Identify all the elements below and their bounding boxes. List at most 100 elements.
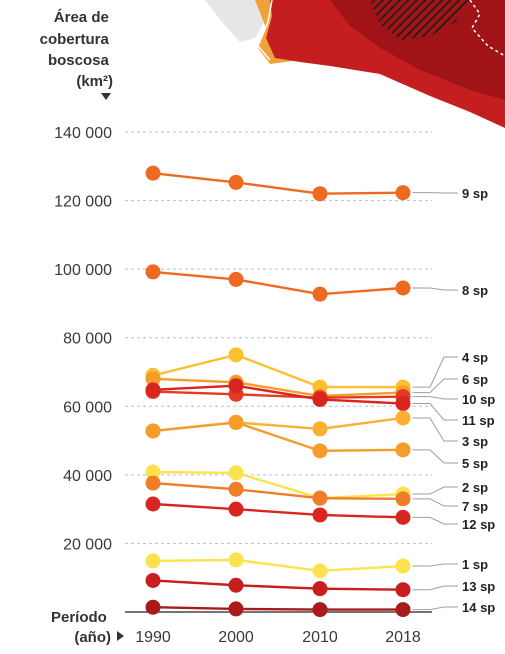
x-axis-title: Período (año)	[51, 609, 111, 646]
label-connector	[413, 418, 459, 441]
data-point	[313, 287, 328, 302]
label-connector	[413, 499, 459, 506]
series-label: 10 sp	[462, 392, 495, 407]
series-label: 14 sp	[462, 600, 495, 615]
series-label: 1 sp	[462, 557, 488, 572]
series-label: 7 sp	[462, 499, 488, 514]
label-connector	[413, 586, 459, 590]
data-point	[313, 563, 328, 578]
data-point	[313, 602, 328, 617]
data-point	[396, 559, 411, 574]
data-point	[313, 186, 328, 201]
data-point	[396, 602, 411, 617]
series-label-group: 11 sp	[413, 404, 495, 428]
series-line	[153, 418, 403, 431]
label-connector	[413, 379, 459, 393]
label-connector	[413, 288, 459, 290]
y-axis-arrow-icon	[101, 93, 111, 100]
series-9-sp	[146, 166, 411, 202]
data-point	[146, 166, 161, 181]
label-connector	[413, 564, 459, 566]
data-point	[313, 581, 328, 596]
x-axis-title-line: (año)	[74, 629, 111, 646]
data-point	[146, 573, 161, 588]
label-connector	[413, 607, 459, 610]
y-axis-title-line: cobertura	[40, 31, 110, 48]
y-axis-title-line: (km²)	[76, 73, 113, 90]
data-point	[313, 421, 328, 436]
series-label: 2 sp	[462, 480, 488, 495]
map-fragment-decoration	[205, 0, 505, 128]
data-point	[229, 502, 244, 517]
series-label: 13 sp	[462, 579, 495, 594]
y-tick-label: 100 000	[54, 262, 112, 279]
data-point	[146, 553, 161, 568]
series-7-sp	[146, 476, 411, 507]
series-label: 3 sp	[462, 434, 488, 449]
series-label-group: 10 sp	[413, 392, 496, 407]
data-point	[313, 491, 328, 506]
y-axis-title-line: boscosa	[48, 52, 110, 69]
data-point	[396, 185, 411, 200]
y-tick-layer: 20 000 40 000 60 000 80 000 100 000 120 000 14…	[54, 125, 112, 553]
label-connector	[413, 357, 459, 387]
data-point	[396, 410, 411, 425]
x-tick-label: 2010	[302, 629, 338, 646]
y-tick-label: 140 000	[54, 125, 112, 142]
data-point	[396, 442, 411, 457]
data-point	[146, 382, 161, 397]
series-label-group: 9 sp	[413, 186, 489, 201]
data-point	[146, 423, 161, 438]
series-12-sp	[146, 497, 411, 525]
series-label-group: 12 sp	[413, 517, 496, 532]
y-tick-label: 80 000	[63, 331, 112, 348]
series-label-group: 14 sp	[413, 600, 496, 615]
data-point	[229, 175, 244, 190]
label-connector	[413, 487, 459, 494]
y-tick-label: 60 000	[63, 399, 112, 416]
series-line	[153, 355, 403, 387]
series-label: 9 sp	[462, 186, 488, 201]
data-point	[313, 392, 328, 407]
series-label-group: 7 sp	[413, 499, 489, 514]
y-axis-title: Área de cobertura boscosa (km²)	[40, 9, 113, 90]
data-point	[229, 601, 244, 616]
label-connector	[413, 397, 459, 399]
series-label: 4 sp	[462, 350, 488, 365]
series-14-sp	[146, 600, 411, 617]
series-13-sp	[146, 573, 411, 597]
x-tick-label: 2000	[218, 629, 254, 646]
data-point	[146, 600, 161, 615]
series-label-group: 2 sp	[413, 480, 489, 495]
series-label: 8 sp	[462, 283, 488, 298]
series-layer	[146, 166, 411, 617]
data-point	[229, 552, 244, 567]
x-axis-arrow-icon	[117, 631, 124, 641]
series-8-sp	[146, 264, 411, 301]
series-label-group: 6 sp	[413, 372, 489, 393]
y-tick-label: 20 000	[63, 536, 112, 553]
series-label: 6 sp	[462, 372, 488, 387]
data-point	[396, 396, 411, 411]
series-line	[153, 173, 403, 194]
data-point	[229, 415, 244, 430]
label-connector	[413, 517, 459, 524]
data-point	[396, 510, 411, 525]
series-1-sp	[146, 552, 411, 578]
data-point	[146, 497, 161, 512]
y-tick-label: 40 000	[63, 468, 112, 485]
y-axis-title-line: Área de	[54, 9, 109, 26]
data-point	[146, 476, 161, 491]
series-label-group: 5 sp	[413, 450, 489, 471]
series-line	[153, 560, 403, 571]
y-tick-label: 120 000	[54, 194, 112, 211]
series-line	[153, 504, 403, 517]
x-tick-label: 1990	[135, 629, 171, 646]
data-point	[229, 578, 244, 593]
data-point	[229, 465, 244, 480]
series-label-group: 8 sp	[413, 283, 489, 298]
data-point	[396, 582, 411, 597]
series-line	[153, 272, 403, 294]
